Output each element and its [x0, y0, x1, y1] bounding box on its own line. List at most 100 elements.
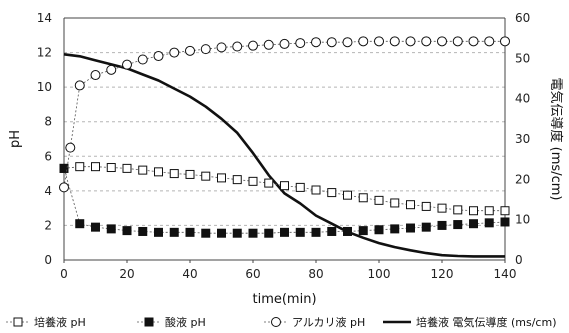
legend-label: 酸液 pH: [165, 315, 206, 329]
legend-label: 培養液 電気伝導度 (ms/cm): [416, 315, 557, 329]
data-point: [343, 190, 352, 200]
data-point: [452, 36, 463, 47]
x-tick-label: 20: [119, 267, 134, 281]
data-point: [500, 217, 510, 227]
data-point: [453, 205, 463, 215]
data-point: [279, 38, 290, 49]
data-point: [421, 201, 431, 211]
data-point: [327, 226, 337, 236]
data-point: [374, 195, 384, 205]
y-right-tick-label: 0: [515, 253, 523, 267]
data-point: [200, 44, 211, 55]
data-point: [169, 47, 180, 58]
data-point: [390, 224, 400, 234]
data-point: [106, 64, 117, 75]
data-point: [59, 163, 69, 173]
data-point: [153, 51, 164, 62]
data-point: [122, 226, 132, 236]
data-point: [75, 162, 85, 172]
data-point: [326, 37, 337, 48]
data-point: [358, 226, 368, 236]
y-left-tick-label: 12: [37, 46, 52, 60]
data-point: [106, 224, 116, 234]
data-point: [264, 228, 274, 238]
data-point: [90, 70, 101, 81]
y-left-tick-label: 14: [37, 11, 52, 25]
series-line: [63, 53, 505, 258]
y-right-tick-label: 40: [515, 92, 530, 106]
legend-swatch-marker: [271, 317, 281, 327]
data-point: [484, 218, 494, 228]
data-point: [185, 169, 195, 179]
x-tick-label: 120: [431, 267, 454, 281]
data-point: [154, 167, 163, 177]
legend-item: アルカリ液 pH: [264, 315, 365, 329]
data-point: [374, 36, 384, 47]
data-point: [295, 38, 306, 49]
y-left-tick-label: 8: [44, 115, 52, 129]
data-series: [59, 36, 510, 258]
x-tick-label: 140: [494, 267, 517, 281]
y-axis-right-title: 電気伝導度 (ms/cm): [548, 78, 564, 201]
x-tick-label: 0: [60, 267, 68, 281]
y-left-tick-label: 2: [44, 218, 52, 232]
data-point: [264, 178, 274, 188]
data-point: [437, 220, 447, 230]
y-right-tick-label: 60: [515, 11, 530, 25]
data-point: [122, 163, 132, 173]
data-point: [468, 36, 479, 47]
y-left-tick-label: 4: [44, 184, 52, 198]
data-point: [185, 227, 195, 237]
y-left-tick-label: 10: [37, 80, 52, 94]
data-point: [358, 36, 369, 47]
data-point: [138, 165, 148, 175]
data-point: [65, 142, 76, 153]
data-point: [500, 36, 510, 47]
data-point: [75, 219, 85, 229]
data-point: [201, 228, 211, 238]
data-point: [406, 223, 415, 233]
legend-item: 培養液 pH: [6, 315, 86, 329]
data-point: [217, 228, 226, 238]
axes: 0 20 40 60 80 100 120 1400246810121401020304050…: [37, 11, 531, 281]
legend: 培養液 pH 酸液 pH アルカリ液 pH 培養液 電気伝導度 (ms/cm): [6, 315, 557, 329]
legend-item: 培養液 電気伝導度 (ms/cm): [383, 315, 557, 329]
axis-labels: pH 電気伝導度 (ms/cm) time(min): [8, 78, 564, 307]
legend-label: 培養液 pH: [34, 315, 86, 329]
y-left-tick-label: 6: [44, 149, 52, 163]
data-point: [248, 176, 258, 186]
data-point: [280, 227, 289, 237]
data-point: [453, 220, 463, 230]
data-point: [217, 173, 226, 183]
data-point: [280, 181, 289, 191]
data-point: [91, 222, 100, 232]
data-point: [389, 36, 400, 47]
data-point: [311, 185, 321, 195]
data-point: [169, 169, 179, 179]
y-right-tick-label: 50: [515, 51, 530, 65]
data-point: [374, 225, 384, 235]
data-point: [59, 182, 69, 193]
legend-label: アルカリ液 pH: [292, 315, 365, 329]
data-point: [484, 206, 494, 216]
x-tick-label: 100: [368, 267, 391, 281]
y-right-tick-label: 10: [515, 213, 530, 227]
data-point: [74, 80, 85, 91]
data-point: [185, 45, 195, 56]
data-point: [154, 227, 163, 237]
data-point: [248, 228, 258, 238]
x-axis-title: time(min): [252, 292, 316, 307]
data-point: [469, 206, 478, 216]
data-point: [311, 227, 321, 237]
data-point: [106, 163, 116, 173]
data-point: [295, 182, 305, 192]
y-axis-left-title: pH: [8, 130, 23, 148]
series: [63, 53, 505, 258]
data-point: [421, 36, 432, 47]
data-point: [343, 226, 352, 236]
y-right-tick-label: 20: [515, 172, 530, 186]
data-point: [500, 206, 510, 216]
data-point: [406, 200, 415, 210]
data-point: [169, 227, 179, 237]
